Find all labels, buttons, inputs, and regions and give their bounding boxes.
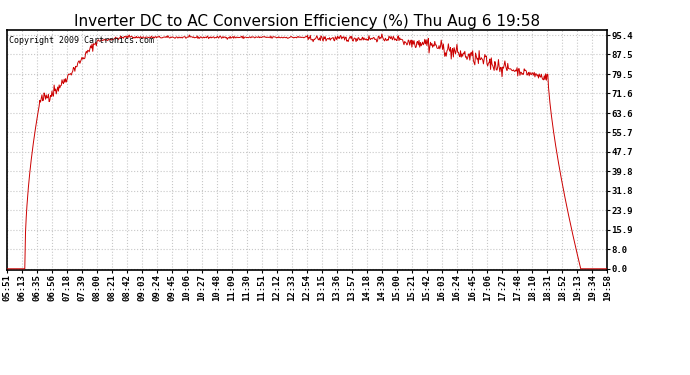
- Title: Inverter DC to AC Conversion Efficiency (%) Thu Aug 6 19:58: Inverter DC to AC Conversion Efficiency …: [74, 14, 540, 29]
- Text: Copyright 2009 Cartronics.com: Copyright 2009 Cartronics.com: [9, 36, 154, 45]
